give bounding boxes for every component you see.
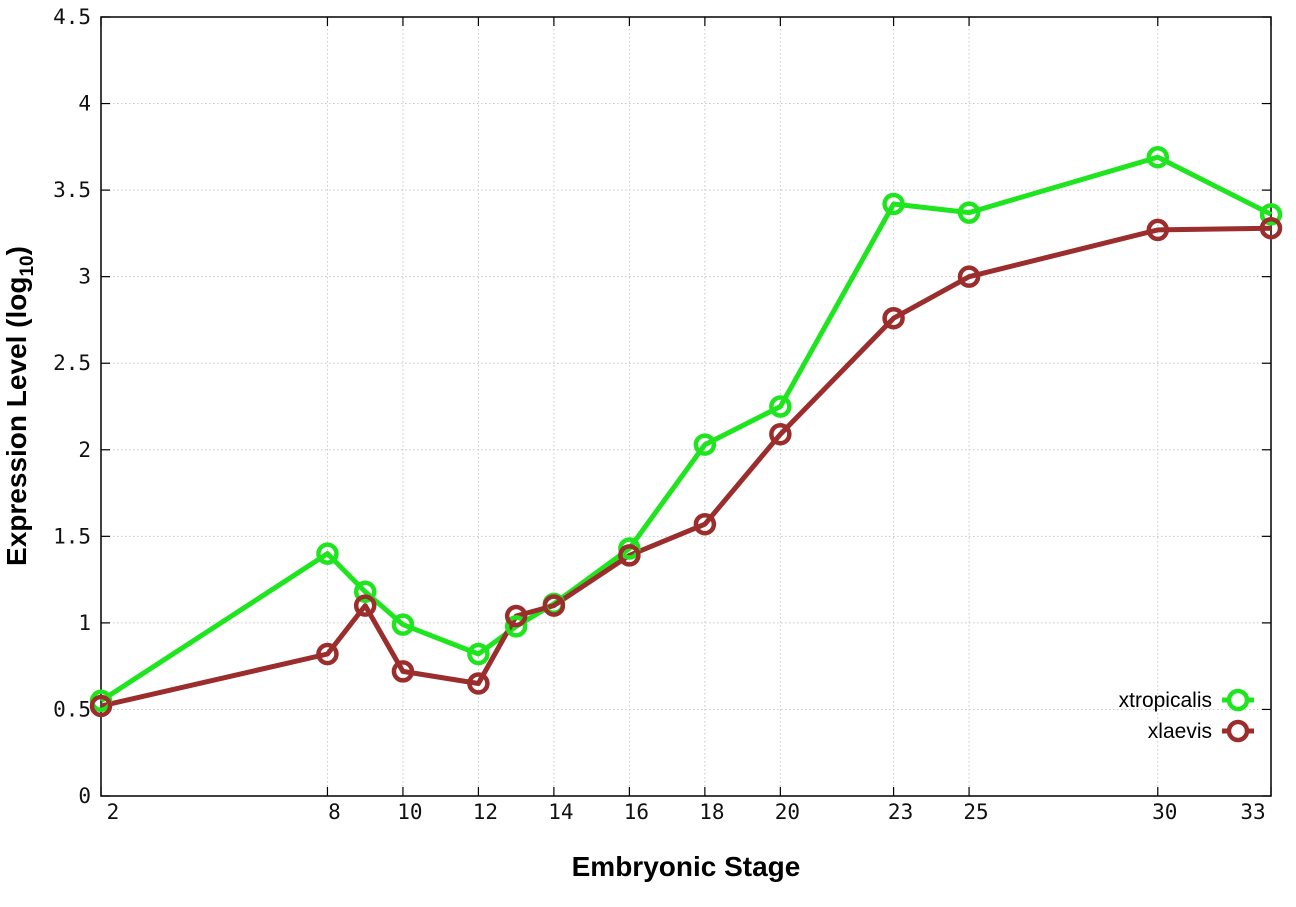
y-axis-title-close: ) xyxy=(1,246,32,255)
y-axis-title-subscript: 10 xyxy=(17,255,38,276)
y-axis-title: Expression Level (log10) xyxy=(1,246,38,566)
data-point-xlaevis xyxy=(504,604,528,628)
data-point-xlaevis xyxy=(769,422,792,446)
y-tick-label: 2.5 xyxy=(53,351,91,375)
plot-frame xyxy=(100,16,1272,797)
y-axis-title-main: Expression Level (log xyxy=(1,277,32,566)
data-point-xtropicalis xyxy=(467,642,490,666)
legend-label-xtropicalis: xtropicalis xyxy=(1119,689,1212,712)
data-point-xtropicalis xyxy=(316,542,339,565)
y-tick-label: 3.5 xyxy=(53,178,91,202)
x-tick-label: 10 xyxy=(397,800,422,824)
data-point-xlaevis xyxy=(353,594,377,617)
data-point-xlaevis xyxy=(467,672,490,695)
x-tick-label: 30 xyxy=(1152,800,1177,824)
y-tick-label: 4.5 xyxy=(53,5,91,29)
y-tick-label: 2 xyxy=(78,438,91,462)
x-tick-label: 2 xyxy=(107,800,120,824)
legend-swatch-marker-xtropicalis xyxy=(1226,688,1250,712)
data-point-xlaevis xyxy=(542,594,566,617)
series-line-xtropicalis xyxy=(99,154,1273,703)
data-point-xlaevis xyxy=(89,694,113,718)
x-tick-label: 33 xyxy=(1240,800,1265,824)
data-point-xtropicalis xyxy=(1259,203,1283,226)
y-tick-label: 1 xyxy=(78,611,91,635)
data-point-xtropicalis xyxy=(957,201,981,224)
x-tick-label: 23 xyxy=(888,800,913,824)
y-tick-label: 0.5 xyxy=(53,697,91,721)
data-point-xlaevis xyxy=(391,660,415,683)
data-point-xlaevis xyxy=(957,265,981,288)
x-tick-label: 12 xyxy=(473,800,498,824)
data-point-xtropicalis xyxy=(882,192,905,216)
x-tick-label: 16 xyxy=(624,800,649,824)
data-point-xtropicalis xyxy=(1146,145,1170,169)
data-point-xlaevis xyxy=(1146,218,1170,242)
data-point-xlaevis xyxy=(618,544,641,567)
x-tick-label: 20 xyxy=(775,800,800,824)
x-tick-label: 18 xyxy=(699,800,724,824)
y-tick-label: 4 xyxy=(78,92,91,116)
data-point-xtropicalis xyxy=(693,433,717,456)
legend: xtropicalis xlaevis xyxy=(1119,688,1254,743)
legend-label-xlaevis: xlaevis xyxy=(1148,720,1212,743)
data-point-xtropicalis xyxy=(504,615,528,638)
data-point-xlaevis xyxy=(693,512,717,536)
axis-ticks: 0 0.5 1 1.5 2 2.5 3 3.5 4 4.5 2 8 10 12 14 16 18 20 23 25 30… xyxy=(53,5,1272,824)
data-point-xlaevis xyxy=(316,642,339,666)
series-line-xlaevis xyxy=(100,225,1272,709)
data-point-xlaevis xyxy=(882,306,905,330)
x-tick-label: 25 xyxy=(963,800,988,824)
data-point-xtropicalis xyxy=(618,537,641,560)
data-point-xtropicalis xyxy=(391,613,415,636)
legend-swatch-marker-xlaevis xyxy=(1226,719,1250,743)
x-tick-label: 14 xyxy=(548,800,573,824)
series-group xyxy=(89,145,1283,718)
grid-lines xyxy=(101,17,1271,796)
x-tick-label: 8 xyxy=(328,800,341,824)
x-axis-title: Embryonic Stage xyxy=(572,851,801,882)
y-tick-label: 1.5 xyxy=(53,524,91,548)
data-point-xtropicalis xyxy=(353,580,377,603)
y-tick-label: 3 xyxy=(78,265,91,289)
y-tick-label: 0 xyxy=(78,784,91,808)
data-point-xtropicalis xyxy=(769,395,792,418)
data-point-xlaevis xyxy=(1259,216,1283,240)
